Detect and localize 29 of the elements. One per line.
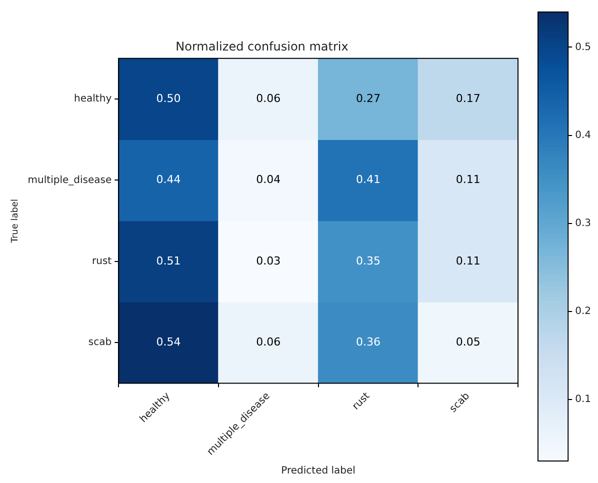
data-label: 0.04 [256, 173, 281, 186]
data-label: 0.50 [156, 92, 181, 105]
data-label: 0.11 [456, 173, 480, 186]
x-axis-title: Predicted label [281, 466, 356, 477]
data-label: 0.35 [356, 254, 380, 268]
data-label: 0.03 [256, 254, 281, 268]
data-label: 0.05 [456, 336, 480, 349]
data-label: 0.11 [456, 254, 480, 268]
y-tick-label: healthy [74, 94, 112, 105]
chart-title: Normalized confusion matrix [176, 39, 348, 54]
data-label: 0.51 [156, 254, 181, 268]
color-bar-label: 0.5 [575, 42, 592, 53]
x-tick-label: rust [350, 390, 372, 412]
data-label: 0.36 [356, 336, 380, 349]
color-bar-label: 0.2 [575, 306, 592, 317]
data-label: 0.06 [256, 336, 281, 349]
data-label: 0.17 [456, 92, 480, 105]
data-label: 0.44 [156, 173, 181, 186]
y-tick-label: scab [88, 337, 112, 348]
y-axis-title: True label [10, 198, 21, 244]
color-bar-label: 0.1 [575, 394, 592, 405]
data-label: 0.41 [356, 173, 380, 186]
y-tick-label: rust [92, 256, 112, 268]
y-tick-label: multiple_disease [28, 174, 112, 186]
data-label: 0.54 [156, 336, 181, 349]
data-label: 0.06 [256, 92, 281, 105]
color-bar-label: 0.3 [575, 218, 592, 229]
data-label: 0.27 [356, 92, 380, 105]
color-bar-label: 0.4 [575, 130, 592, 141]
